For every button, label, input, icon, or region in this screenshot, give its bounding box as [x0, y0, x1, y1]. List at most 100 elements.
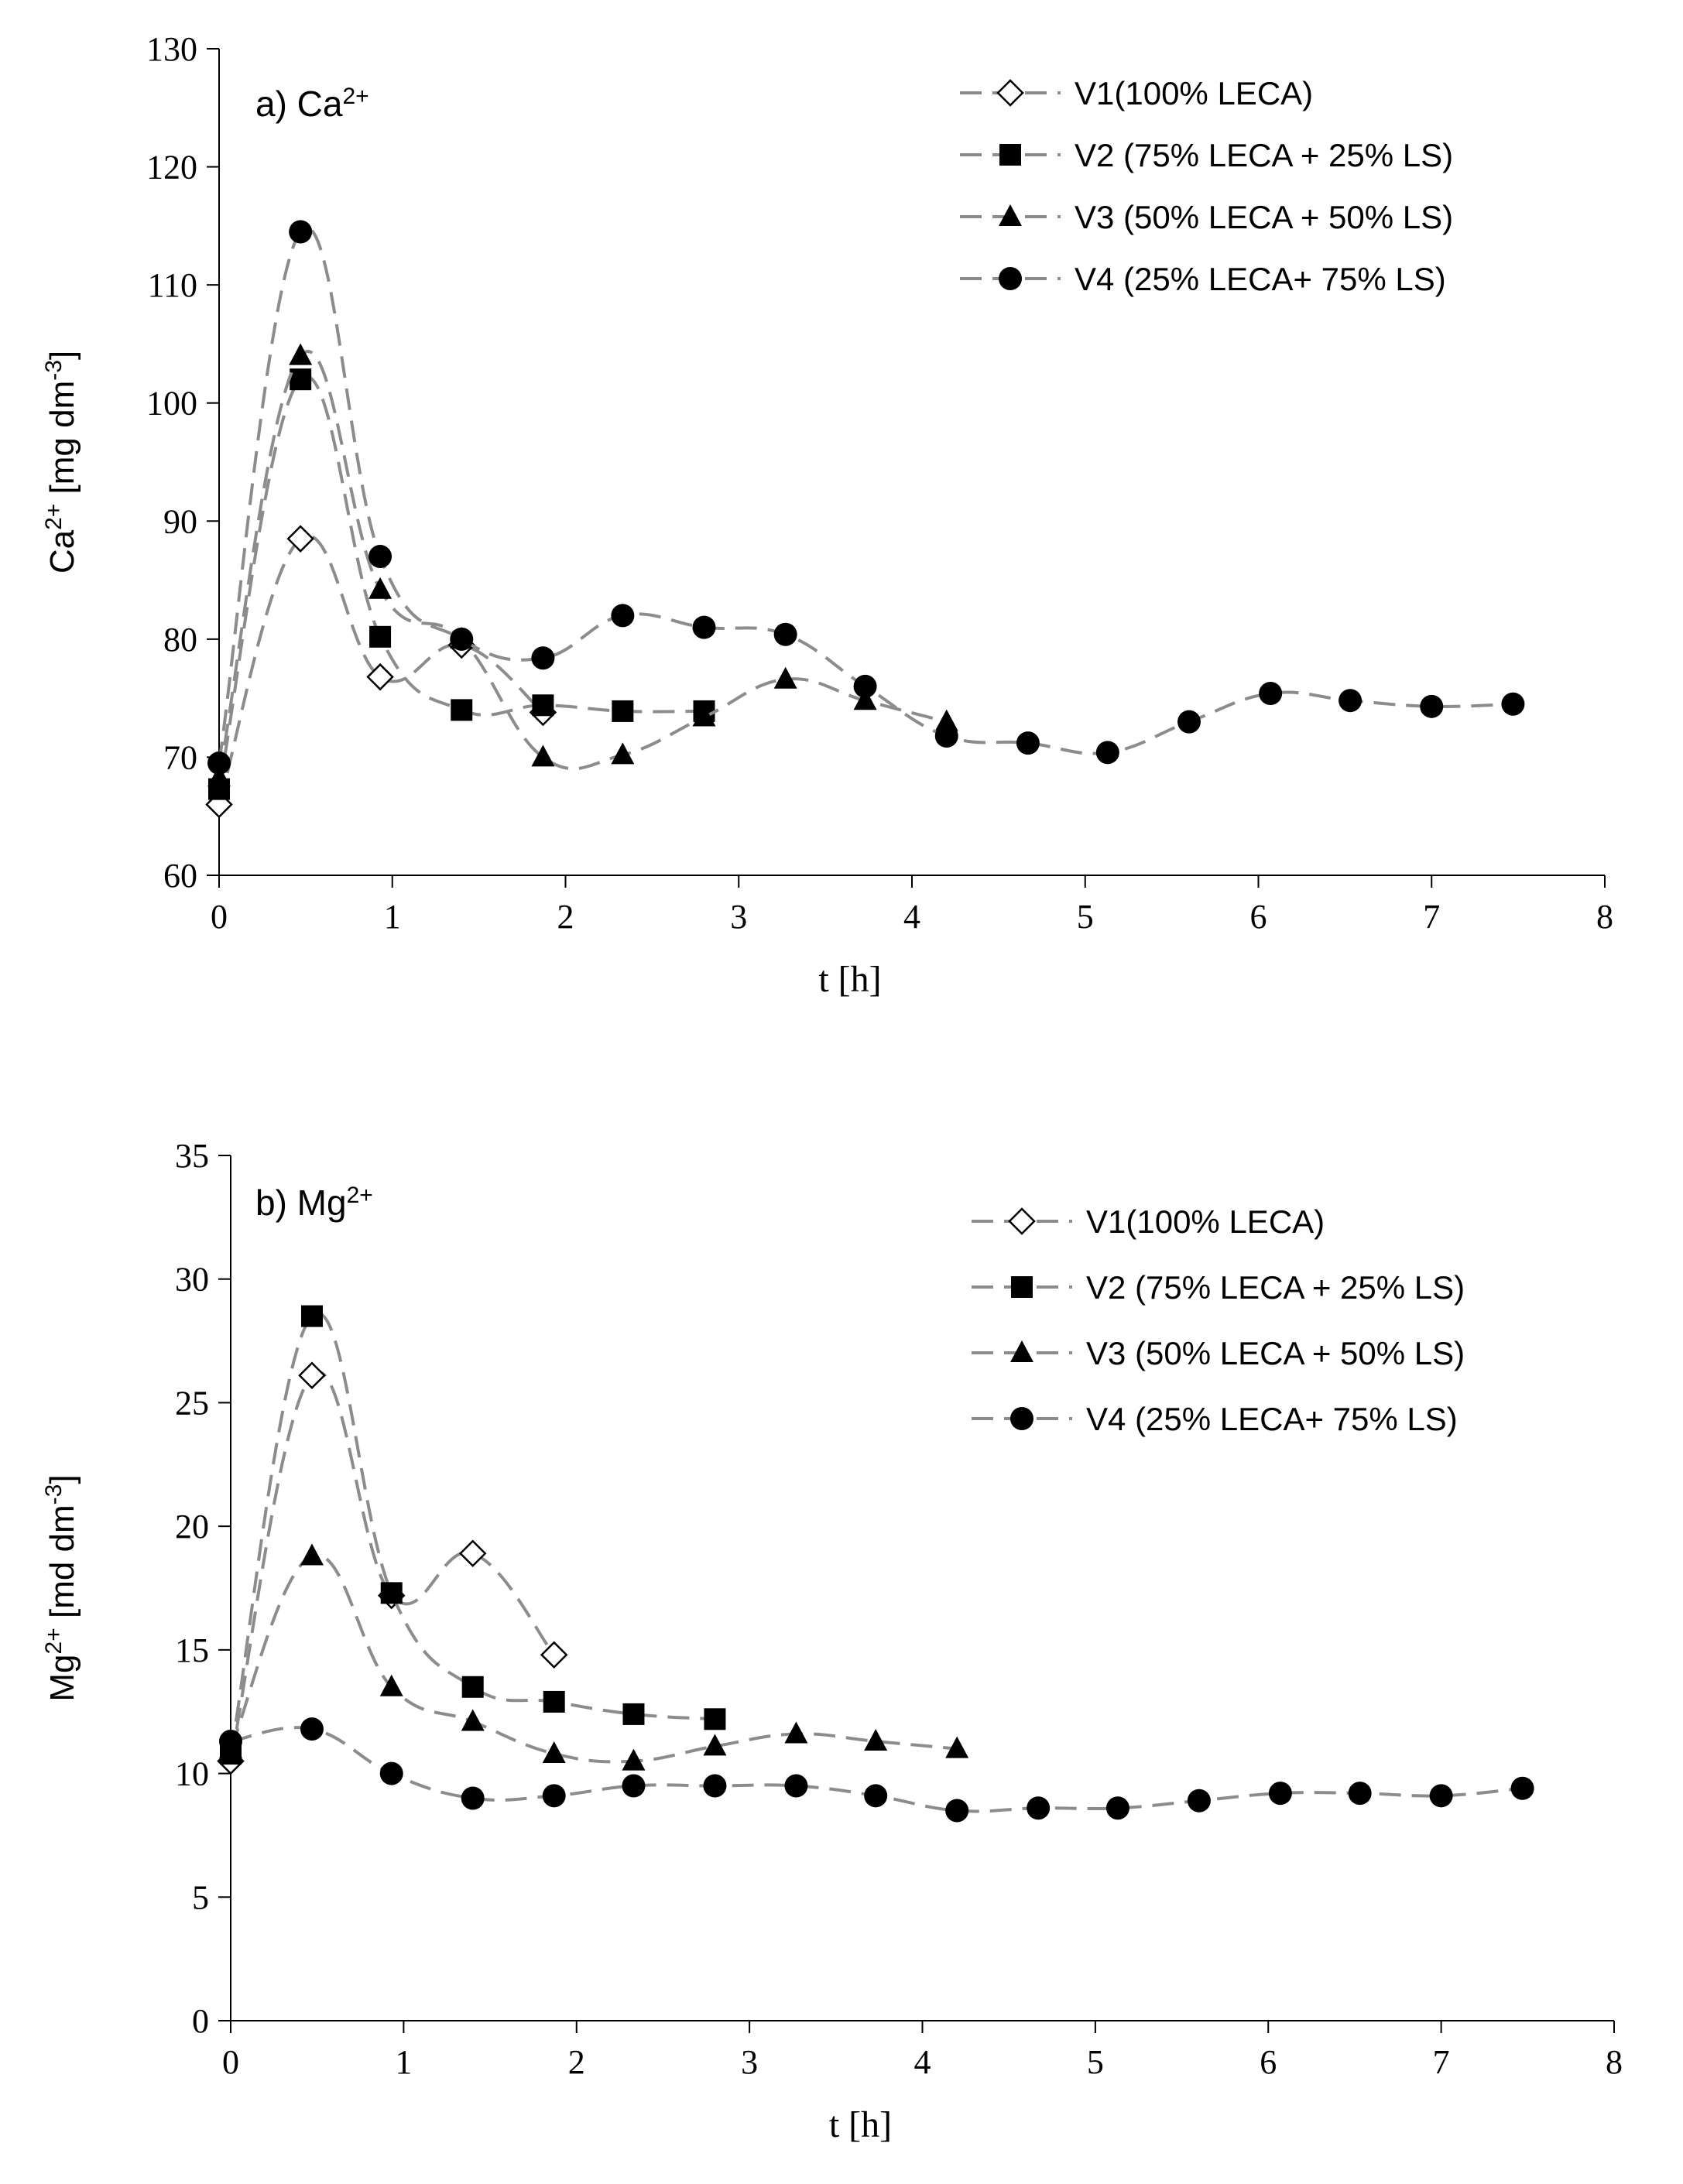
y-tick-label: 80 [163, 621, 197, 659]
series-3 [219, 1543, 969, 1771]
data-point [219, 1730, 242, 1754]
legend-item: V4 (25% LECA+ 75% LS) [960, 261, 1446, 297]
data-point [864, 1784, 888, 1808]
data-point [692, 615, 716, 639]
legend-item: V1(100% LECA) [960, 75, 1313, 111]
legend-marker [1010, 1340, 1033, 1362]
x-tick-label: 4 [914, 2043, 931, 2081]
data-point [207, 765, 231, 787]
legend-label: V1(100% LECA) [1086, 1203, 1325, 1240]
series-4 [219, 1717, 1534, 1823]
data-point [853, 688, 877, 710]
y-tick-label: 120 [146, 149, 197, 187]
series-line [229, 1553, 958, 1764]
x-tick-label: 1 [395, 2043, 412, 2081]
data-point [773, 666, 797, 689]
x-tick-label: 8 [1596, 898, 1613, 936]
data-point [379, 1674, 403, 1696]
legend-marker [999, 144, 1021, 166]
data-point [458, 1539, 487, 1568]
y-tick-label: 15 [175, 1631, 209, 1669]
series-4 [207, 220, 1525, 775]
series-line [218, 226, 1513, 764]
panel-label: b) Mg2+ [255, 1183, 373, 1224]
data-point [1510, 1776, 1534, 1800]
y-tick-label: 70 [163, 738, 197, 776]
x-tick-label: 5 [1077, 898, 1094, 936]
x-tick-label: 6 [1250, 898, 1267, 936]
series-2 [220, 1305, 726, 1765]
x-axis-title: t [h] [829, 2104, 892, 2145]
x-tick-label: 1 [384, 898, 401, 936]
chart-panel-mg: 0 5 10 15 20 25 30 35 0 1 2 3 4 5 6 7 8 t [h] Mg2+ [md dm-… [41, 1137, 1623, 2145]
y-tick-label: 90 [163, 502, 197, 540]
x-tick-label: 3 [741, 2043, 758, 2081]
data-point [542, 1741, 566, 1764]
data-point [611, 604, 635, 628]
chart-panel-ca: 60 70 80 90 100 110 120 130 0 1 2 3 4 5 6 7 8 t [h] Ca2+ [… [41, 30, 1614, 1000]
x-tick-label: 3 [730, 898, 747, 936]
x-tick-label: 8 [1606, 2043, 1623, 2081]
data-point [934, 724, 958, 748]
y-tick-label: 35 [175, 1137, 209, 1175]
legend-marker [1008, 1207, 1036, 1235]
data-point [622, 1774, 646, 1798]
y-tick-label: 130 [146, 30, 197, 68]
data-point [1027, 1796, 1051, 1820]
legend-item: V1(100% LECA) [972, 1203, 1325, 1240]
data-point [945, 1736, 969, 1758]
data-point [945, 1799, 969, 1823]
data-point [934, 709, 958, 731]
data-point [379, 1761, 403, 1785]
y-tick-label: 25 [175, 1384, 209, 1422]
data-point [864, 1729, 888, 1751]
x-axis-title: t [h] [818, 959, 881, 1000]
data-point [1429, 1784, 1453, 1808]
data-point [289, 220, 313, 244]
panel-label: a) Ca2+ [255, 84, 369, 125]
series-2 [208, 368, 715, 800]
data-point [300, 1717, 324, 1741]
x-tick-label: 4 [903, 898, 920, 936]
data-point [542, 1784, 566, 1808]
legend-label: V3 (50% LECA + 50% LS) [1086, 1335, 1465, 1371]
y-axis-title: Mg2+ [md dm-3] [41, 1474, 82, 1701]
data-point [622, 1703, 645, 1725]
data-point [1339, 689, 1363, 713]
legend-marker [1011, 1276, 1033, 1298]
data-point [1501, 692, 1525, 716]
data-point [611, 742, 635, 765]
legend-item: V2 (75% LECA + 25% LS) [972, 1269, 1465, 1306]
x-tick-label: 5 [1087, 2043, 1104, 2081]
x-tick-label: 7 [1423, 898, 1440, 936]
data-point [1187, 1789, 1211, 1813]
data-point [784, 1721, 808, 1744]
data-point [368, 545, 392, 569]
series-3 [207, 343, 958, 787]
data-point [1016, 731, 1040, 755]
data-point [290, 368, 312, 391]
data-point [1420, 694, 1444, 718]
data-point [703, 1734, 727, 1756]
data-point [531, 646, 555, 670]
data-point [1348, 1782, 1372, 1806]
data-point [369, 625, 392, 648]
y-tick-label: 5 [192, 1878, 209, 1916]
legend-item: V3 (50% LECA + 50% LS) [972, 1335, 1465, 1371]
x-tick-label: 7 [1433, 2043, 1450, 2081]
series-line [229, 1371, 556, 1762]
series-1 [205, 525, 557, 819]
data-point [461, 1709, 485, 1731]
x-tick-label: 0 [222, 2043, 239, 2081]
data-point [703, 1774, 727, 1798]
legend-marker [1010, 1407, 1033, 1430]
x-tick-label: 6 [1260, 2043, 1277, 2081]
data-point [531, 745, 555, 767]
y-tick-label: 0 [192, 2002, 209, 2040]
data-point [451, 699, 473, 721]
data-point [368, 577, 392, 599]
data-point [622, 1748, 646, 1771]
legend: V1(100% LECA) V2 (75% LECA + 25% LS) V3 (5… [960, 75, 1453, 297]
legend: V1(100% LECA) V2 (75% LECA + 25% LS) V3 (5… [972, 1203, 1465, 1437]
